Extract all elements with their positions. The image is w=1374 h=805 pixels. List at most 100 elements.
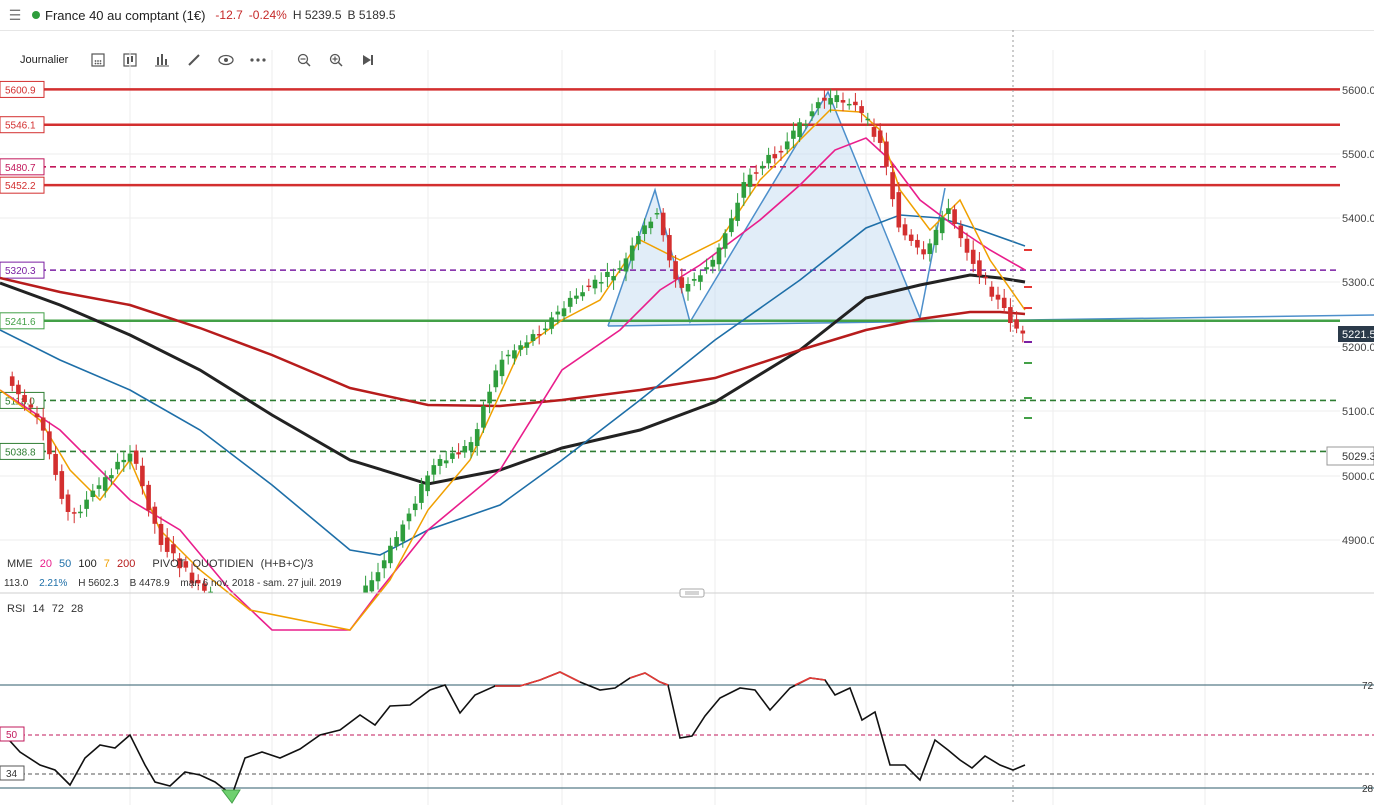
price-change-pct: -0.24% bbox=[248, 8, 287, 22]
rsi-lower: 28 bbox=[71, 603, 84, 615]
stat-date-range: mar. 6 nov. 2018 - sam. 27 juil. 2019 bbox=[180, 578, 342, 589]
svg-text:34: 34 bbox=[6, 769, 18, 780]
candle-body bbox=[729, 218, 734, 233]
bar-chart-icon[interactable] bbox=[146, 48, 178, 72]
calculator-icon[interactable] bbox=[82, 48, 114, 72]
top-bar: ☰ France 40 au comptant (1€) -12.7 -0.24… bbox=[0, 0, 1374, 31]
candle-body bbox=[375, 572, 381, 582]
rsi-upper: 72 bbox=[51, 603, 64, 615]
level-label-box bbox=[0, 442, 45, 460]
ema-50-line bbox=[0, 214, 1026, 556]
candle-body bbox=[648, 221, 654, 229]
stat-low: B 4478.9 bbox=[129, 578, 170, 589]
candle-body bbox=[1008, 307, 1013, 324]
hamburger-icon[interactable]: ☰ bbox=[8, 6, 22, 23]
svg-text:50: 50 bbox=[6, 730, 18, 741]
candle-body bbox=[760, 165, 765, 169]
zoom-out-icon[interactable] bbox=[288, 48, 320, 72]
candle-body bbox=[22, 395, 27, 403]
horizontal-gridlines bbox=[0, 89, 1340, 541]
candle-body bbox=[623, 258, 629, 272]
candle-body bbox=[474, 429, 480, 447]
period-selector[interactable]: Journalier bbox=[20, 54, 69, 66]
level-label: 5038.8 bbox=[5, 447, 36, 458]
panel-resize-handle[interactable] bbox=[679, 588, 705, 598]
ema-100-line bbox=[0, 273, 1026, 486]
level-lines[interactable]: 5600.9 5546.1 5480.7 5452.2 5320.3 5241.6 5118… bbox=[0, 80, 1340, 460]
ema-20-line bbox=[0, 137, 1026, 631]
ma-legend-label: MME bbox=[7, 558, 33, 570]
candle-body bbox=[518, 345, 523, 350]
candle-body bbox=[921, 249, 926, 255]
svg-text:28: 28 bbox=[1362, 784, 1374, 795]
candle-body bbox=[208, 591, 213, 594]
pivot-type: QUOTIDIEN bbox=[192, 558, 254, 570]
candle-body bbox=[115, 461, 120, 470]
candle-body bbox=[183, 561, 189, 568]
candle-body bbox=[512, 350, 517, 359]
candle-body bbox=[567, 297, 573, 307]
candle-body bbox=[16, 384, 21, 395]
candle-body bbox=[96, 485, 102, 489]
rsi-period: 14 bbox=[32, 603, 45, 615]
candle-body bbox=[412, 503, 418, 511]
candle-body bbox=[381, 560, 387, 569]
candle-body bbox=[586, 285, 592, 288]
candle-body bbox=[915, 239, 920, 248]
candle-body bbox=[890, 172, 895, 200]
candle-body bbox=[964, 238, 970, 253]
candle-body bbox=[133, 450, 139, 464]
pivot-label[interactable]: PIVOT bbox=[152, 558, 186, 570]
candle-body bbox=[685, 284, 691, 292]
candle-body bbox=[549, 317, 554, 329]
candle-body bbox=[605, 271, 610, 278]
candle-body bbox=[202, 583, 207, 591]
level-label: 5118.0 bbox=[5, 396, 35, 407]
level-label: 5600.9 bbox=[5, 85, 36, 96]
level-label: 5546.1 bbox=[5, 121, 36, 132]
candle-body bbox=[171, 544, 176, 554]
candle-body bbox=[65, 494, 71, 512]
stat-high: H 5602.3 bbox=[78, 578, 119, 589]
ema-7-label[interactable]: 7 bbox=[103, 558, 110, 570]
candle-body bbox=[741, 182, 747, 198]
candle-body bbox=[989, 286, 995, 297]
ma-legend: MME 20 50 100 7 200 PIVOT QUOTIDIEN (H+B… bbox=[7, 558, 317, 570]
rsi-label[interactable]: RSI bbox=[7, 603, 26, 615]
skip-end-icon[interactable] bbox=[352, 48, 384, 72]
day-high: H 5239.5 bbox=[292, 8, 342, 22]
price-tick: 5100.0 bbox=[1342, 406, 1374, 418]
ema-50-label[interactable]: 50 bbox=[59, 558, 72, 570]
candle-body bbox=[679, 277, 685, 288]
market-status-dot bbox=[32, 11, 40, 19]
chart-area[interactable]: 5600.9 5546.1 5480.7 5452.2 5320.3 5241.6 5118… bbox=[0, 30, 1374, 805]
candle-body bbox=[90, 490, 96, 497]
price-change: -12.7 bbox=[215, 8, 243, 22]
eye-icon[interactable] bbox=[210, 48, 242, 72]
level-label-box bbox=[0, 80, 45, 98]
candle-body bbox=[127, 453, 133, 462]
candle-body bbox=[369, 580, 375, 592]
candle-body bbox=[840, 100, 846, 103]
candle-body bbox=[152, 506, 158, 524]
candle-body bbox=[406, 513, 412, 522]
price-tick: 5600.0 bbox=[1342, 85, 1374, 97]
ema-100-label[interactable]: 100 bbox=[78, 558, 97, 570]
ema-200-label[interactable]: 200 bbox=[116, 558, 136, 570]
candle-body bbox=[450, 453, 455, 459]
candle-body bbox=[809, 111, 815, 117]
candle-body bbox=[47, 431, 52, 455]
more-icon[interactable] bbox=[242, 48, 274, 72]
zoom-in-icon[interactable] bbox=[320, 48, 352, 72]
candle-body bbox=[654, 212, 660, 215]
candle-body bbox=[530, 334, 536, 342]
pencil-icon[interactable] bbox=[178, 48, 210, 72]
price-tick: 5400.0 bbox=[1342, 213, 1374, 225]
candle-body bbox=[753, 172, 759, 174]
candle-body bbox=[859, 106, 864, 113]
candle-body bbox=[84, 499, 89, 509]
ema-20-label[interactable]: 20 bbox=[39, 558, 52, 570]
stat-range-pct: 2.21% bbox=[39, 578, 68, 589]
instrument-title[interactable]: France 40 au comptant (1€) bbox=[45, 7, 206, 23]
candle-body bbox=[574, 295, 579, 299]
